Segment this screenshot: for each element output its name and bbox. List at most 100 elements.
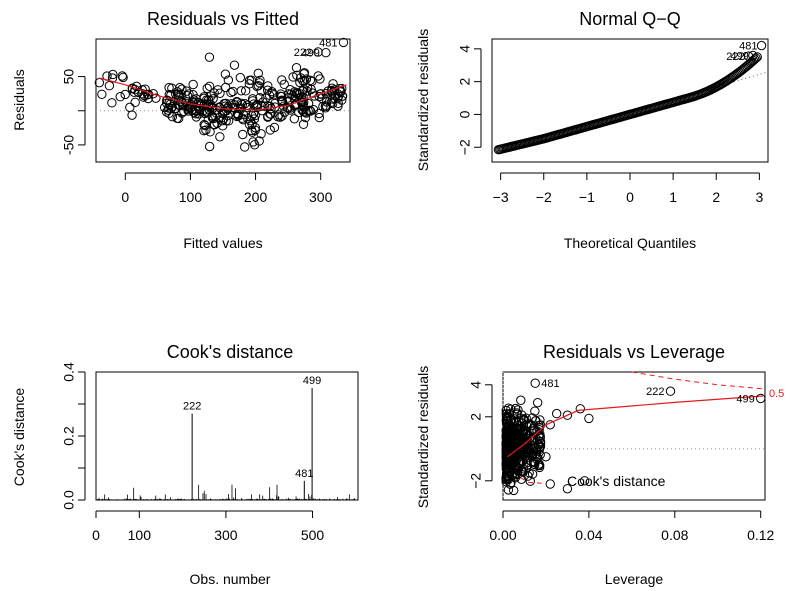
data-point [321, 47, 331, 58]
data-point [297, 85, 308, 96]
axes: 0 100 200 300 -50 50 [61, 69, 333, 205]
data-point [301, 108, 311, 118]
y-tick-label: 2 [457, 78, 473, 86]
data-point [502, 414, 512, 424]
chart-title: Residuals vs Fitted [147, 9, 299, 29]
data-point [186, 102, 196, 112]
point-label: 222 [646, 386, 664, 398]
data-point [246, 75, 256, 85]
data-point [205, 127, 215, 137]
data-point [502, 409, 512, 419]
data-point [665, 386, 676, 396]
data-point [232, 96, 242, 107]
data-point [184, 89, 194, 99]
data-point [534, 444, 544, 455]
data-point [151, 93, 161, 103]
data-point [743, 51, 754, 61]
axes: −3 −2 −1 0 1 2 3 −2 0 2 4 [457, 45, 764, 205]
y-axis-label: Residuals [11, 69, 27, 130]
data-point [503, 403, 514, 413]
data-point [255, 93, 265, 103]
data-point [218, 121, 228, 131]
data-point [516, 474, 527, 484]
data-point [202, 83, 212, 94]
x-tick-label: 0 [92, 527, 100, 543]
data-point [117, 71, 127, 81]
y-axis-label: Cook's distance [11, 388, 27, 487]
data-point [575, 404, 586, 414]
x-axis-label: Fitted values [183, 235, 262, 251]
data-point [503, 474, 513, 485]
smoother-line [506, 395, 763, 458]
data-point [208, 113, 219, 124]
data-point [164, 108, 174, 119]
data-point [313, 71, 323, 81]
point-label: 499 [303, 375, 321, 387]
y-tick-label: 50 [61, 69, 77, 85]
data-point [195, 105, 205, 115]
data-point [300, 112, 311, 123]
data-point [510, 461, 521, 471]
y-tick-label: 0.0 [61, 490, 77, 510]
data-point [214, 112, 225, 123]
data-point [521, 420, 532, 431]
data-point [118, 72, 128, 83]
x-tick-label: 3 [755, 189, 763, 205]
y-axis-label: Standardized residuals [415, 29, 431, 171]
point-label: 499 [731, 50, 749, 62]
x-axis-label: Theoretical Quantiles [564, 235, 696, 251]
data-point [233, 109, 243, 120]
data-point [277, 75, 287, 85]
data-point [236, 86, 246, 96]
x-tick-label: 200 [244, 189, 268, 205]
data-point [263, 111, 273, 121]
data-point [502, 454, 513, 465]
point-label: 222 [294, 47, 312, 59]
data-point [240, 86, 251, 96]
data-point [220, 82, 231, 93]
data-point [223, 116, 234, 126]
data-point [505, 424, 516, 434]
data-point [294, 107, 304, 118]
data-point [333, 98, 343, 109]
data-point [525, 476, 535, 486]
data-point [273, 112, 283, 122]
point-label: 222 [726, 51, 744, 63]
data-point [267, 86, 277, 97]
data-point [238, 129, 248, 140]
data-point [215, 132, 225, 142]
data-point [320, 101, 331, 111]
axes: 0 100 300 500 0.0 0.2 0.4 [61, 362, 325, 543]
data-point [291, 63, 302, 73]
data-marks: 481 222 499 [501, 371, 766, 500]
data-point [551, 408, 562, 419]
data-point [257, 105, 267, 116]
x-tick-label: 300 [214, 527, 238, 543]
data-point [504, 474, 514, 484]
x-tick-label: 500 [301, 527, 325, 543]
data-point [199, 119, 209, 130]
data-point [140, 84, 150, 94]
data-point [292, 70, 302, 80]
data-point [289, 100, 300, 111]
data-point [237, 99, 248, 110]
data-point [120, 89, 130, 100]
data-point [298, 119, 309, 130]
cooks-level-label: 0.5 [769, 388, 784, 400]
y-axis-label: Standardized residuals [415, 366, 431, 508]
data-point [148, 89, 158, 99]
data-point [174, 90, 184, 101]
x-tick-label: 0.08 [661, 527, 688, 543]
x-axis-label: Leverage [605, 571, 664, 587]
x-tick-label: 0 [121, 189, 129, 205]
data-point [509, 423, 519, 434]
y-tick-label: −2 [457, 139, 473, 155]
data-point [249, 140, 260, 150]
point-label: 499 [736, 393, 754, 405]
cooks-contour-label: Cook's distance [567, 473, 666, 489]
data-point [534, 460, 545, 471]
data-point [262, 85, 273, 95]
data-point [253, 68, 264, 79]
data-point [236, 98, 246, 109]
